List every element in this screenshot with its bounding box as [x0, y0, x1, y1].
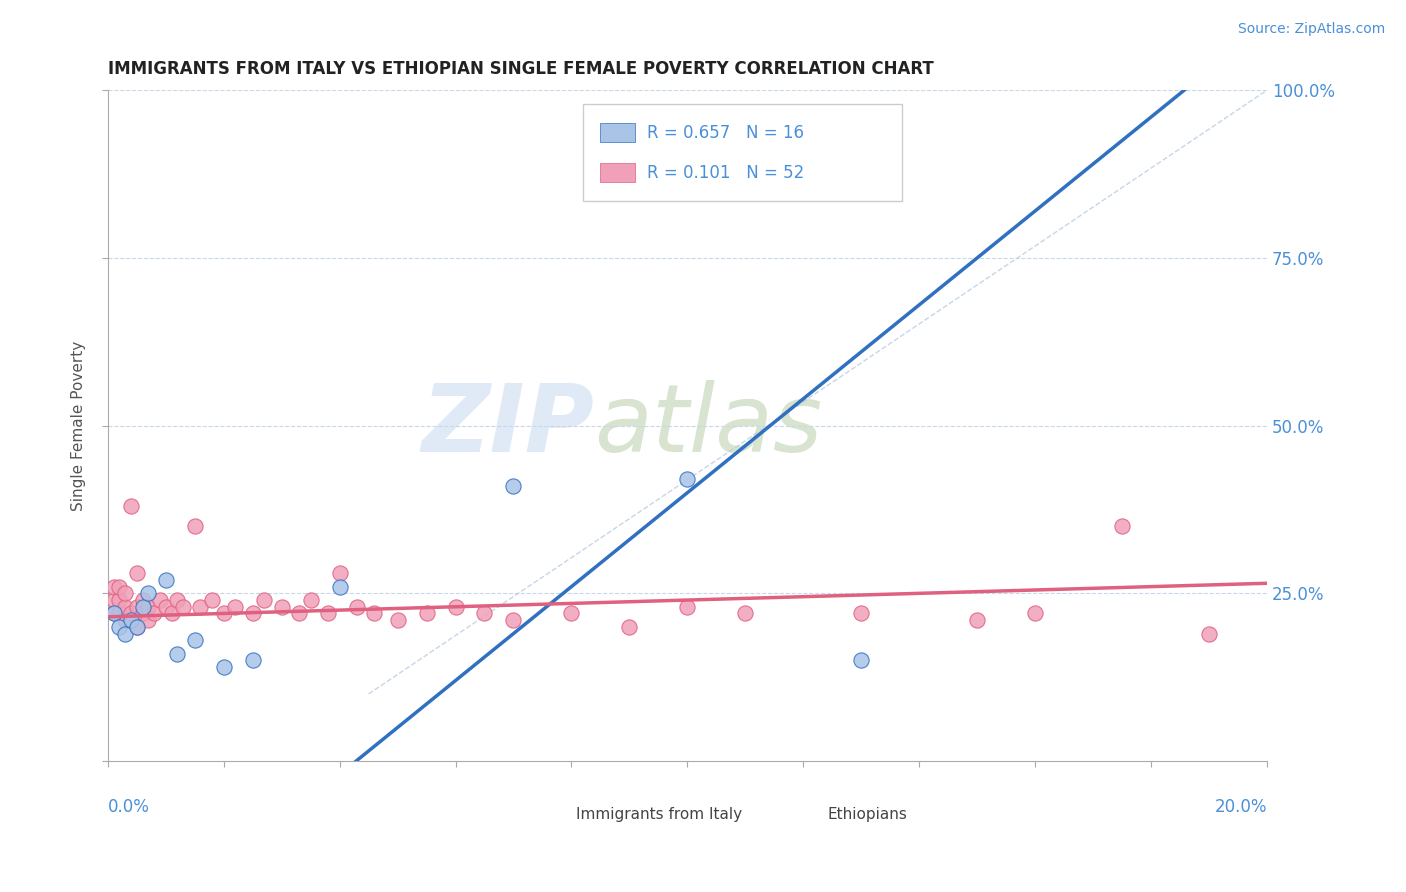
Point [103, 607, 125, 621]
Point [474, 607, 496, 621]
Point [346, 599, 368, 614]
Bar [546, 808, 571, 822]
Point [108, 580, 131, 594]
Point [108, 620, 131, 634]
Point [155, 599, 177, 614]
Text: R = 0.657   N = 16: R = 0.657 N = 16 [647, 123, 804, 142]
Point [190, 599, 212, 614]
Point [125, 566, 148, 581]
Point [103, 580, 125, 594]
Text: Source: ZipAtlas.com: Source: ZipAtlas.com [1237, 22, 1385, 37]
Point [138, 586, 160, 600]
Point [502, 479, 524, 493]
Point [138, 613, 160, 627]
Point [270, 599, 292, 614]
Point [329, 566, 352, 581]
Text: IMMIGRANTS FROM ITALY VS ETHIOPIAN SINGLE FEMALE POVERTY CORRELATION CHART: IMMIGRANTS FROM ITALY VS ETHIOPIAN SINGL… [108, 60, 934, 78]
Point [131, 593, 153, 607]
Point [242, 653, 264, 667]
Point [316, 607, 339, 621]
Point [329, 580, 352, 594]
Point [160, 607, 183, 621]
Point [299, 593, 322, 607]
Point [114, 599, 136, 614]
Point [125, 620, 148, 634]
Point [125, 599, 148, 614]
Text: R = 0.101   N = 52: R = 0.101 N = 52 [647, 164, 804, 182]
Point [166, 593, 188, 607]
Point [183, 519, 205, 533]
Point [155, 573, 177, 587]
Point [224, 599, 246, 614]
Point [851, 653, 873, 667]
Point [966, 613, 988, 627]
Point [851, 607, 873, 621]
Point [183, 633, 205, 648]
Text: Ethiopians: Ethiopians [828, 807, 907, 822]
Bar [600, 163, 636, 182]
Point [131, 607, 153, 621]
Text: 0.0%: 0.0% [108, 798, 149, 816]
Point [415, 607, 437, 621]
FancyBboxPatch shape [583, 103, 901, 201]
Point [138, 599, 160, 614]
Point [387, 613, 409, 627]
Point [444, 599, 467, 614]
Point [114, 586, 136, 600]
Point [120, 607, 142, 621]
Point [1024, 607, 1046, 621]
Text: 20.0%: 20.0% [1215, 798, 1267, 816]
Point [1111, 519, 1133, 533]
Point [676, 599, 699, 614]
Bar [600, 123, 636, 142]
Point [103, 593, 125, 607]
Point [120, 499, 142, 513]
Point [619, 620, 641, 634]
Point [363, 607, 385, 621]
Point [502, 613, 524, 627]
Point [676, 472, 699, 486]
Point [212, 607, 235, 621]
Point [560, 607, 582, 621]
Point [201, 593, 224, 607]
Point [108, 593, 131, 607]
Point [143, 607, 166, 621]
Point [125, 620, 148, 634]
Point [172, 599, 194, 614]
Point [103, 607, 125, 621]
Point [149, 593, 172, 607]
Point [212, 660, 235, 674]
Point [120, 613, 142, 627]
Bar [797, 808, 823, 822]
Point [114, 626, 136, 640]
Text: Immigrants from Italy: Immigrants from Italy [576, 807, 742, 822]
Point [166, 647, 188, 661]
Point [253, 593, 276, 607]
Point [108, 607, 131, 621]
Point [288, 607, 311, 621]
Text: atlas: atlas [595, 380, 823, 471]
Point [114, 613, 136, 627]
Point [1198, 626, 1220, 640]
Point [242, 607, 264, 621]
Text: ZIP: ZIP [422, 380, 595, 472]
Point [734, 607, 756, 621]
Point [131, 599, 153, 614]
Y-axis label: Single Female Poverty: Single Female Poverty [72, 341, 86, 511]
